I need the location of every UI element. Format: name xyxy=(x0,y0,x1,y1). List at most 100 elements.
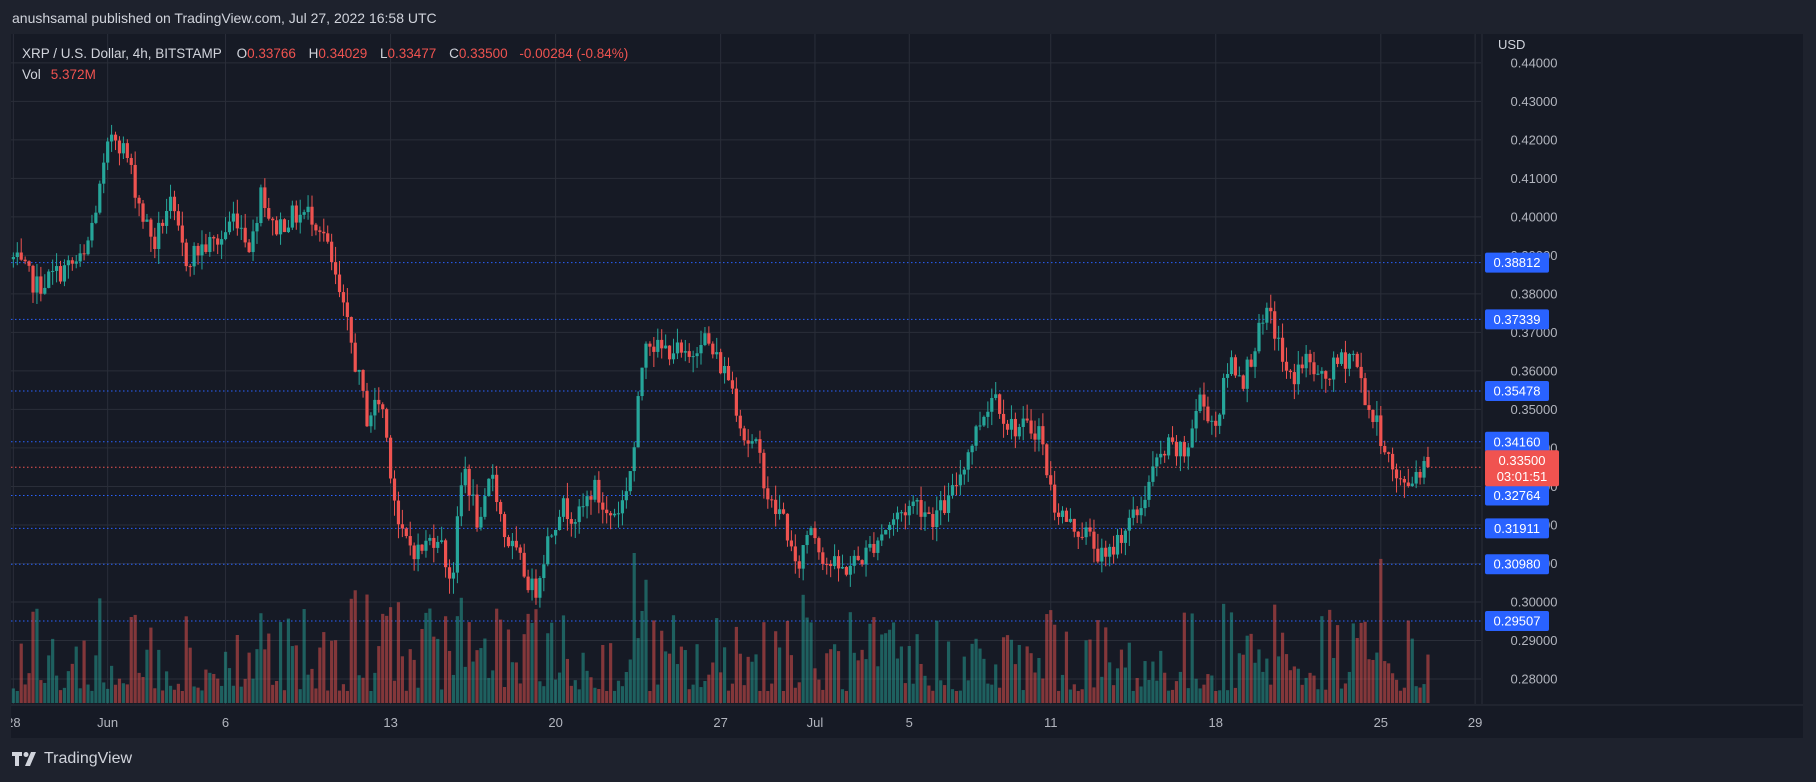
candle xyxy=(1367,390,1371,419)
candle-body xyxy=(39,276,43,294)
volume-bar xyxy=(872,617,876,703)
candle xyxy=(534,569,538,605)
candle xyxy=(216,234,220,255)
candle-body xyxy=(125,143,129,159)
candle-body xyxy=(1406,482,1410,486)
candle xyxy=(286,220,291,234)
candle xyxy=(137,195,141,217)
volume-bar xyxy=(149,627,153,703)
candle-body xyxy=(683,351,687,353)
candle-body xyxy=(1222,377,1226,415)
candle xyxy=(789,530,793,552)
volume-bar xyxy=(1131,690,1135,703)
volume-bar xyxy=(1375,652,1379,703)
volume-bar xyxy=(47,655,51,703)
volume-bar xyxy=(605,690,609,703)
volume-bar xyxy=(1147,679,1151,703)
candle xyxy=(671,338,676,364)
volume-bar xyxy=(1174,681,1179,703)
volume-bar xyxy=(1308,672,1312,703)
candle xyxy=(593,475,597,503)
candle xyxy=(1229,350,1234,376)
candle xyxy=(546,527,550,567)
price-tick-label: 0.44000 xyxy=(1511,55,1558,70)
candle xyxy=(624,477,628,509)
volume-bar xyxy=(1033,672,1037,703)
candle xyxy=(322,218,326,242)
candle xyxy=(986,401,990,429)
candle xyxy=(365,382,369,428)
candle xyxy=(1375,400,1379,436)
candle-body xyxy=(286,227,291,233)
volume-bar xyxy=(648,690,652,703)
volume-bar xyxy=(1182,612,1186,703)
candle-body xyxy=(565,498,570,520)
candle xyxy=(1320,367,1324,389)
volume-bar xyxy=(1037,658,1041,703)
candle-body xyxy=(664,345,668,349)
candle xyxy=(400,509,404,538)
volume-bar xyxy=(546,633,550,703)
candle-body xyxy=(1041,426,1045,445)
candle xyxy=(204,233,208,254)
candle-body xyxy=(1418,471,1422,478)
candle-body xyxy=(1123,530,1127,543)
volume-bar xyxy=(180,691,184,703)
volume-bar xyxy=(1013,664,1017,703)
price-tick-label: 0.36000 xyxy=(1511,363,1558,378)
symbol-label[interactable]: XRP / U.S. Dollar, 4h, BITSTAMP xyxy=(22,46,222,61)
volume-label[interactable]: Vol xyxy=(22,67,41,82)
volume-bar xyxy=(1245,635,1249,703)
volume-bar xyxy=(833,644,837,703)
candle-body xyxy=(243,227,247,243)
candle xyxy=(290,200,294,230)
volume-bar xyxy=(597,689,601,703)
volume-bar xyxy=(825,653,829,703)
volume-bar xyxy=(361,677,365,703)
candle-body xyxy=(1100,547,1104,562)
candle-body xyxy=(1245,359,1249,389)
candle xyxy=(337,260,342,298)
price-chart[interactable]: USD 0.44000 0.43000 0.42000 0.41000 0.40000 0.… xyxy=(11,34,1803,738)
candle xyxy=(1233,354,1238,378)
date-tick-label: Jul xyxy=(807,715,824,730)
volume-bar xyxy=(711,662,715,703)
candle xyxy=(310,195,314,237)
candle-body xyxy=(927,512,931,515)
candle xyxy=(443,538,448,578)
volume-bar xyxy=(1269,684,1273,703)
volume-bar xyxy=(424,612,428,703)
chart-pane[interactable]: USD 0.44000 0.43000 0.42000 0.41000 0.40000 0.… xyxy=(11,34,1803,738)
candle-body xyxy=(1080,536,1084,538)
candle-body xyxy=(302,212,306,215)
volume-bar xyxy=(70,663,74,703)
volume-bar xyxy=(216,678,220,703)
candle xyxy=(962,466,966,485)
volume-bar xyxy=(1406,620,1410,703)
candle-body xyxy=(754,439,758,442)
candle-body xyxy=(899,512,904,514)
candle-body xyxy=(345,302,349,318)
candle xyxy=(573,519,577,539)
volume-bar xyxy=(499,619,503,703)
candle xyxy=(1143,485,1147,517)
candle xyxy=(223,217,228,241)
price-tick-label: 0.42000 xyxy=(1511,132,1558,147)
candle xyxy=(1261,314,1265,335)
volume-bar xyxy=(1328,609,1332,703)
volume-bar xyxy=(998,687,1002,703)
candle xyxy=(1359,352,1363,393)
volume-bar xyxy=(82,640,86,703)
volume-bar xyxy=(1041,678,1045,703)
candle-body xyxy=(365,390,369,427)
candle xyxy=(809,525,813,536)
candle-body xyxy=(703,333,707,346)
candle xyxy=(707,326,711,346)
volume-bar xyxy=(1206,674,1210,703)
candle xyxy=(1080,522,1084,540)
low-key: L xyxy=(380,46,388,61)
candle xyxy=(597,471,601,514)
candle-body xyxy=(318,230,322,232)
candle-body xyxy=(90,222,94,241)
candle xyxy=(1119,528,1124,554)
